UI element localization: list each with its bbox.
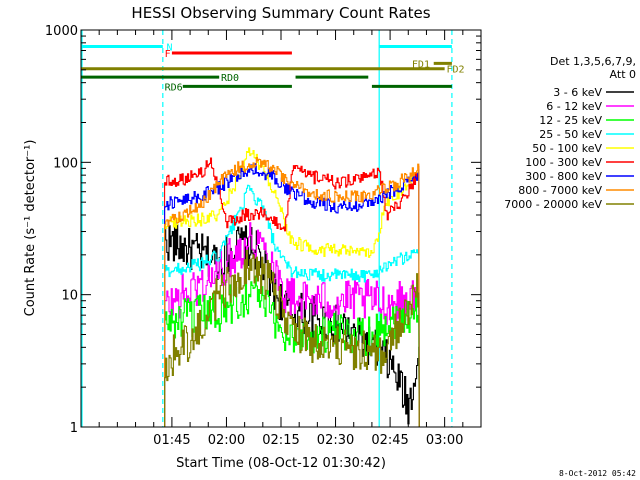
x-tick-label-02-45: 02:45 — [371, 433, 408, 448]
legend-label-12-25-kev: 12 - 25 keV — [539, 114, 602, 127]
series-line-300-800-kev — [164, 163, 420, 428]
flag-label-n: N — [166, 43, 172, 54]
series-line-50-100-kev — [164, 147, 420, 428]
chart-title: HESSI Observing Summary Count Rates — [131, 4, 430, 22]
y-tick-label-10: 10 — [61, 289, 78, 304]
y-tick-label-1000: 1000 — [45, 24, 78, 39]
flag-label-rd6: RD6 — [165, 82, 183, 93]
x-tick-label-01-45: 01:45 — [153, 433, 190, 448]
x-axis: 01:45 02:00 02:15 02:30 02:45 03:00 — [80, 30, 482, 448]
flag-label-rd0: RD0 — [221, 73, 239, 84]
x-tick-label-03-00: 03:00 — [426, 433, 463, 448]
legend-label-6-12-kev: 6 - 12 keV — [546, 100, 602, 113]
series-line-100-300-kev — [164, 157, 420, 428]
legend-label-800-7000-kev: 800 - 7000 keV — [518, 184, 602, 197]
series-line-6-12-kev — [164, 222, 420, 428]
series-line-12-25-kev — [164, 275, 420, 428]
x-tick-label-02-30: 02:30 — [317, 433, 354, 448]
series-line-3-6-kev — [164, 223, 420, 428]
series-line-25-50-kev — [164, 184, 420, 428]
footer-timestamp: 8-Oct-2012 05:42 — [559, 469, 636, 478]
legend-label-7000-20000-kev: 7000 - 20000 keV — [504, 198, 602, 211]
saa-night-boundaries — [81, 30, 453, 427]
series-line-7000-20000-kev — [164, 249, 420, 428]
x-tick-label-02-00: 02:00 — [208, 433, 245, 448]
x-axis-label: Start Time (08-Oct-12 01:30:42) — [176, 456, 386, 471]
flag-label-fd1: FD1 — [412, 59, 430, 70]
x-tick-label-02-15: 02:15 — [262, 433, 299, 448]
series-layer — [164, 147, 420, 428]
y-axis: 1 10 100 1000 — [45, 24, 481, 436]
legend-label-25-50-kev: 25 - 50 keV — [539, 128, 602, 141]
y-axis-label: Count Rate (s⁻¹ detector⁻¹) — [23, 140, 38, 317]
legend-label-3-6-kev: 3 - 6 keV — [553, 86, 602, 99]
legend-header-line-1: Det 1,3,5,6,7,9, — [550, 55, 636, 68]
flag-label-f: F — [165, 49, 171, 60]
legend-header-line-2: Att 0 — [610, 68, 636, 81]
observing-flags: NF FD1 FD2 RD0 RD6 — [81, 43, 465, 93]
legend-label-300-800-kev: 300 - 800 keV — [525, 170, 602, 183]
flag-label-fd2: FD2 — [446, 65, 464, 76]
series-line-800-7000-kev — [164, 157, 420, 428]
y-tick-label-100: 100 — [53, 156, 78, 171]
legend-label-50-100-kev: 50 - 100 keV — [532, 142, 602, 155]
y-tick-label-1: 1 — [70, 421, 78, 436]
legend-label-100-300-kev: 100 - 300 keV — [525, 156, 602, 169]
